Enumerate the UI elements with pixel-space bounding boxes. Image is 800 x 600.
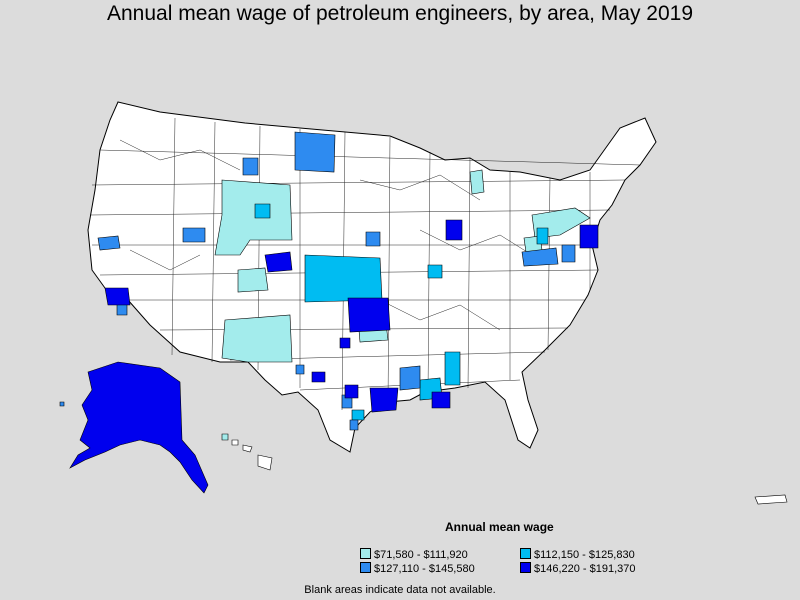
legend-swatch-tier-2 xyxy=(520,548,531,559)
map-title: Annual mean wage of petroleum engineers,… xyxy=(106,2,694,25)
legend-item-tier-3: $127,110 - $145,580 xyxy=(360,562,475,576)
wage-tier-3-areas xyxy=(59,131,576,431)
legend-item-tier-4: $146,220 - $191,370 xyxy=(520,562,636,576)
legend-label-tier-4: $146,220 - $191,370 xyxy=(534,563,636,575)
wage-tier-4-areas xyxy=(69,219,599,494)
legend-title: Annual mean wage xyxy=(445,520,554,534)
wage-tier-2-areas xyxy=(254,203,549,421)
legend-item-tier-2: $112,150 - $125,830 xyxy=(520,548,635,562)
legend-swatch-tier-3 xyxy=(360,562,371,573)
legend-label-tier-1: $71,580 - $111,920 xyxy=(374,549,468,561)
alaska xyxy=(69,361,209,494)
legend-label-tier-3: $127,110 - $145,580 xyxy=(374,563,475,575)
legend-swatch-tier-1 xyxy=(360,548,371,559)
legend-swatch-tier-4 xyxy=(520,562,531,573)
footnote: Blank areas indicate data not available. xyxy=(304,584,496,596)
legend-item-tier-1: $71,580 - $111,920 xyxy=(360,548,468,562)
legend-label-tier-2: $112,150 - $125,830 xyxy=(534,549,635,561)
puerto-rico xyxy=(754,494,788,505)
legend: Annual mean wage $71,580 - $111,920 $112… xyxy=(355,520,675,580)
hawaii xyxy=(231,439,273,471)
